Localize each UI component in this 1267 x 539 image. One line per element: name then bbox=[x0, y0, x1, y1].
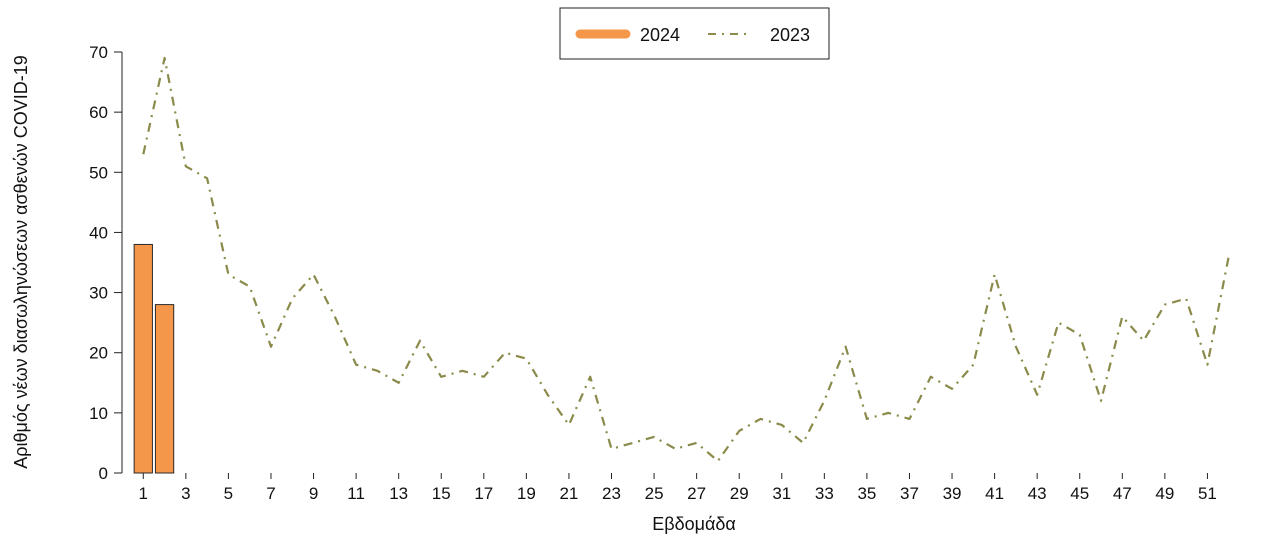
legend: 2024 2023 bbox=[559, 7, 830, 60]
x-tick-label: 45 bbox=[1070, 484, 1089, 503]
legend-label-2023: 2023 bbox=[770, 25, 810, 45]
y-tick-label: 40 bbox=[89, 223, 108, 242]
x-tick-label: 27 bbox=[687, 484, 706, 503]
x-tick-label: 9 bbox=[309, 484, 318, 503]
series-2023-line-group bbox=[142, 56, 1230, 463]
x-tick-label: 31 bbox=[772, 484, 791, 503]
y-tick-label: 50 bbox=[89, 163, 108, 182]
y-tick-label: 20 bbox=[89, 344, 108, 363]
x-tick-label: 43 bbox=[1028, 484, 1047, 503]
x-tick-label: 51 bbox=[1198, 484, 1217, 503]
x-tick-label: 41 bbox=[985, 484, 1004, 503]
x-tick-label: 37 bbox=[900, 484, 919, 503]
x-tick-label: 25 bbox=[645, 484, 664, 503]
series-2024-bars bbox=[133, 243, 175, 474]
legend-label-2024: 2024 bbox=[640, 25, 680, 45]
x-tick-label: 29 bbox=[730, 484, 749, 503]
y-tick-label: 30 bbox=[89, 284, 108, 303]
x-tick-label: 47 bbox=[1113, 484, 1132, 503]
x-tick-label: 35 bbox=[857, 484, 876, 503]
y-tick-label: 60 bbox=[89, 103, 108, 122]
y-tick-label: 10 bbox=[89, 404, 108, 423]
y-tick-label: 0 bbox=[99, 464, 108, 483]
y-tick-label: 70 bbox=[89, 43, 108, 62]
x-tick-label: 3 bbox=[181, 484, 190, 503]
y-axis-title: Αριθμός νέων διασωληνώσεων ασθενών COVID… bbox=[11, 55, 31, 469]
x-tick-label: 7 bbox=[266, 484, 275, 503]
x-tick-label: 1 bbox=[139, 484, 148, 503]
x-axis-title: Εβδομάδα bbox=[652, 514, 736, 534]
x-tick-label: 23 bbox=[602, 484, 621, 503]
x-tick-label: 19 bbox=[517, 484, 536, 503]
x-tick-label: 5 bbox=[224, 484, 233, 503]
x-tick-label: 39 bbox=[943, 484, 962, 503]
series-2023-line bbox=[142, 56, 1230, 463]
x-ticks: 1 3 5 7 9 11 13 15 17 19 21 23 25 27 29 31 33 35 37 39 41 43 4… bbox=[139, 473, 1217, 503]
x-tick-label: 15 bbox=[432, 484, 451, 503]
x-tick-label: 49 bbox=[1155, 484, 1174, 503]
bar-2024-week-1 bbox=[133, 243, 153, 474]
x-tick-label: 21 bbox=[559, 484, 578, 503]
x-axis: 1 3 5 7 9 11 13 15 17 19 21 23 25 27 29 31 33 35 37 39 41 43 4… bbox=[139, 473, 1217, 503]
x-tick-label: 13 bbox=[389, 484, 408, 503]
x-tick-label: 17 bbox=[474, 484, 493, 503]
x-tick-label: 33 bbox=[815, 484, 834, 503]
x-tick-label: 11 bbox=[347, 484, 365, 503]
y-axis: 0 10 20 30 40 50 60 70 bbox=[89, 43, 123, 483]
y-ticks: 0 10 20 30 40 50 60 70 bbox=[89, 43, 122, 483]
bar-2024-week-2 bbox=[154, 304, 175, 474]
